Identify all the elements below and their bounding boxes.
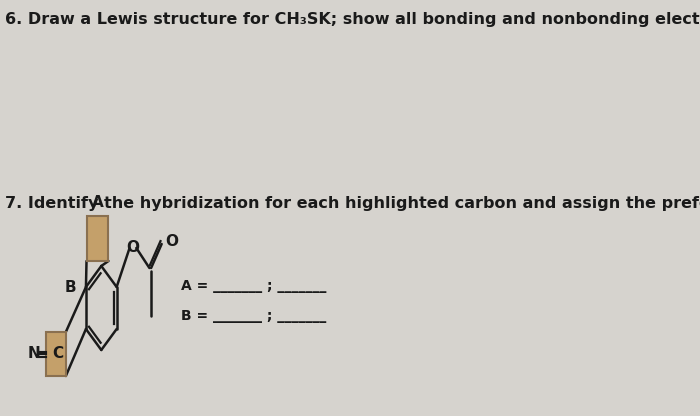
Text: B = _______ ; _______: B = _______ ; _______ [181,309,327,323]
Text: N: N [27,347,40,362]
Text: O: O [165,235,178,250]
Text: 6. Draw a Lewis structure for CH₃SK; show all bonding and nonbonding electrons (: 6. Draw a Lewis structure for CH₃SK; sho… [5,12,700,27]
Bar [87,216,108,261]
Text: O: O [127,240,139,255]
Text: B: B [65,280,77,295]
Text: C: C [52,347,64,362]
Bar [46,332,66,376]
Text: A: A [92,195,104,210]
Text: A = _______ ; _______: A = _______ ; _______ [181,279,327,293]
Text: 7. Identify the hybridization for each highlighted carbon and assign the preferr: 7. Identify the hybridization for each h… [5,196,700,211]
